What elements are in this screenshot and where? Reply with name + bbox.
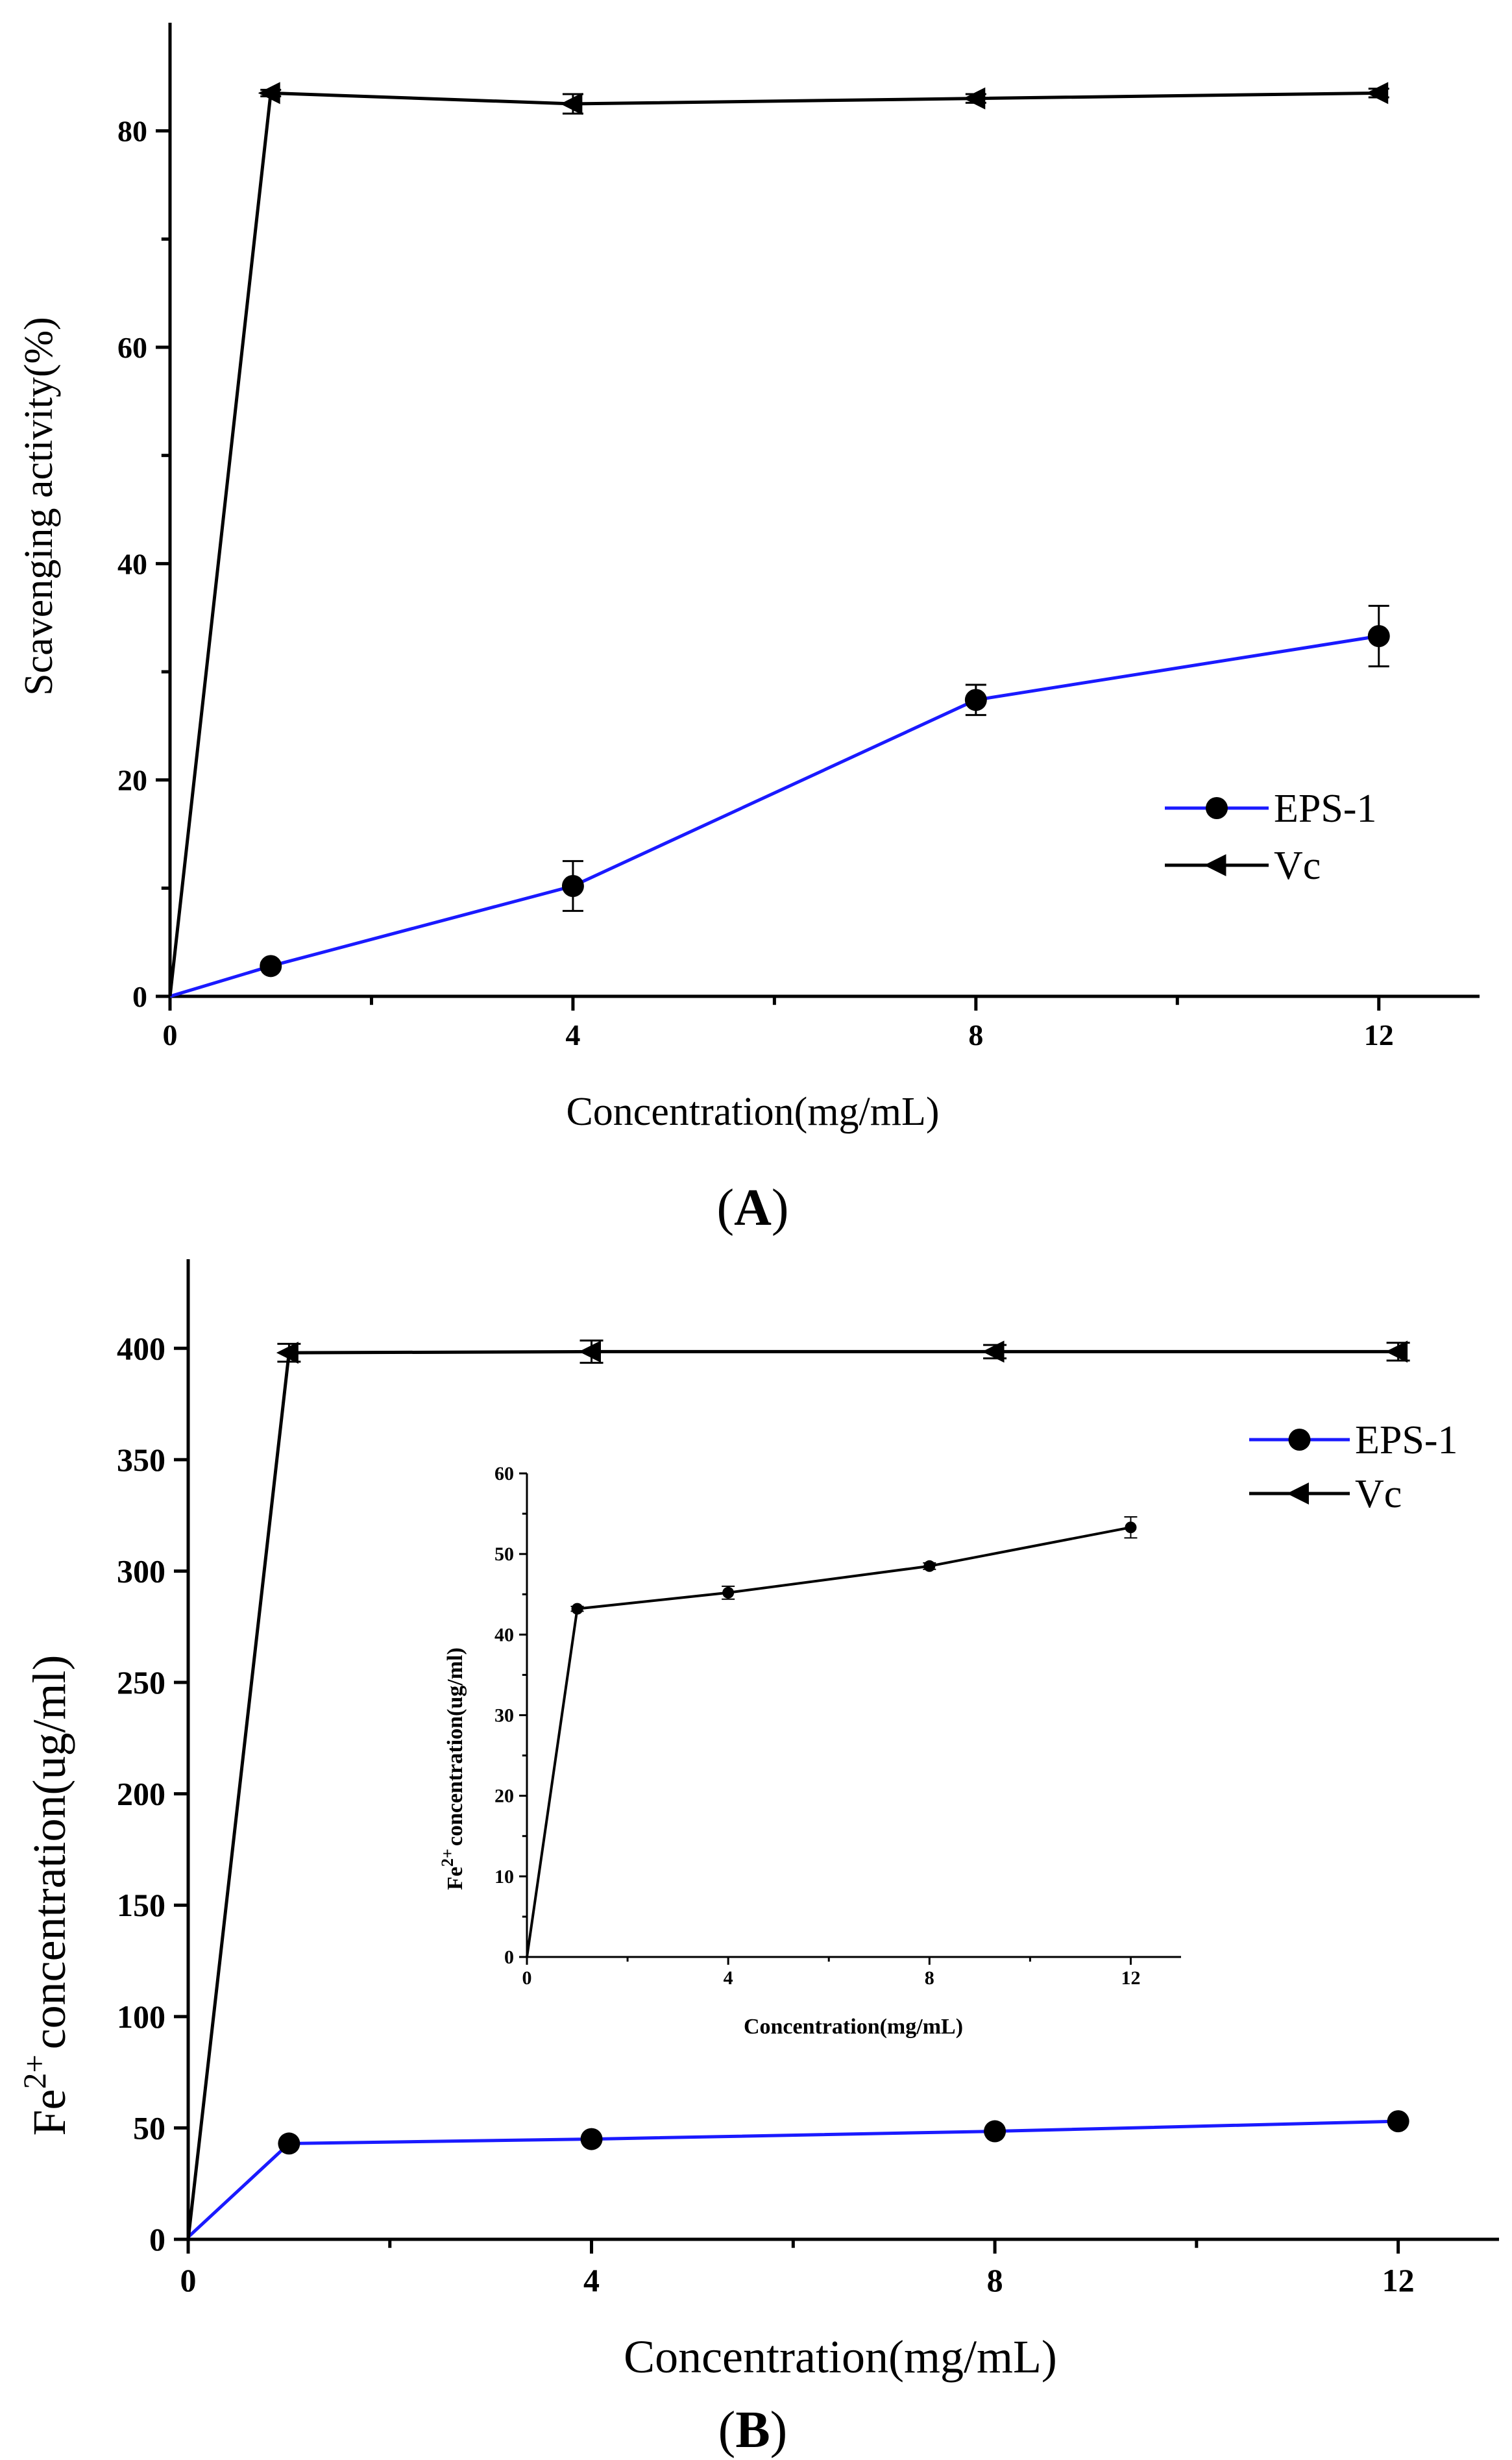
chart-b-y-tick-label: 150: [117, 1887, 165, 1923]
inset-xlabel: Concentration(mg/mL): [744, 2015, 963, 2039]
chart-a-vc-point: [963, 87, 986, 110]
chart-a-eps-1-point: [561, 875, 584, 897]
chart-b-y-tick-label: 300: [117, 1553, 165, 1589]
chart-b-legend-vc-label: Vc: [1355, 1472, 1402, 1516]
chart-b-y-tick-label: 350: [117, 1442, 165, 1478]
chart-a-legend-vc-marker: [1204, 854, 1226, 876]
inset-eps-1-point: [722, 1586, 735, 1599]
chart-a-y-tick-label: 80: [117, 115, 147, 148]
chart-a-ylabel: Scavenging activity(%): [17, 317, 61, 696]
chart-a-panel-letter: A: [734, 1179, 772, 1236]
chart-a-x-tick-label: 4: [565, 1018, 580, 1052]
inset-y-tick-label: 10: [494, 1866, 514, 1888]
chart-a-legend-vc-label: Vc: [1274, 844, 1321, 888]
chart-b-x-tick-label: 8: [987, 2262, 1003, 2298]
chart-b-y-tick-label: 50: [133, 2109, 165, 2146]
inset-x-tick-label: 0: [522, 1967, 532, 1989]
inset-ylabel: Fe2+ concentration(ug/ml): [438, 1647, 467, 1890]
chart-b-eps-1-point: [984, 2120, 1006, 2143]
chart-b-ylabel-rest: concentration(ug/ml): [23, 1655, 75, 2050]
chart-a-x-tick-label: 12: [1364, 1018, 1394, 1052]
inset-series-eps-1-line: [526, 1526, 1131, 1958]
chart-b-legend-eps-1-marker: [1288, 1429, 1311, 1451]
chart-b-panel-letter: B: [735, 2402, 770, 2459]
chart-a-eps-1-point: [260, 955, 282, 978]
inset-y-tick-label: 50: [494, 1544, 514, 1565]
chart-a-vc-point: [560, 93, 583, 115]
chart-a-axes: 0 4 8 12 0 20 40 60 80: [117, 23, 1480, 1052]
chart-a-y-tick-label: 60: [117, 331, 147, 364]
chart-a-vc-point: [258, 82, 280, 105]
chart-a-eps-1-point: [964, 689, 987, 711]
chart-a-legend: EPS-1 Vc: [1165, 787, 1376, 888]
inset-ylabel-base: Fe: [443, 1867, 467, 1890]
chart-a-legend-eps-1-marker: [1206, 797, 1228, 819]
chart-a-y-tick-label: 0: [132, 980, 147, 1013]
chart-a-series: [168, 82, 1390, 998]
chart-b-eps-1-point: [278, 2132, 300, 2155]
chart-a-series-vc-line: [168, 91, 1379, 997]
chart-b-xlabel: Concentration(mg/mL): [624, 2331, 1057, 2383]
chart-a-eps-1-point: [1367, 625, 1390, 647]
inset-y-tick-label: 30: [494, 1705, 514, 1727]
chart-a-xlabel: Concentration(mg/mL): [566, 1090, 939, 1134]
chart-b-vc-point: [276, 1342, 299, 1364]
chart-b-x-tick-label: 4: [583, 2262, 600, 2298]
chart-b-eps-1-point: [1387, 2110, 1409, 2133]
chart-a-vc-point: [1366, 82, 1389, 105]
inset-y-tick-label: 40: [494, 1624, 514, 1645]
chart-b-y-tick-label: 0: [149, 2221, 165, 2257]
inset-x-tick-label: 8: [925, 1967, 934, 1989]
chart-b-y-tick-label: 200: [117, 1776, 165, 1812]
chart-b-y-tick-label: 400: [117, 1330, 165, 1366]
chart-b-x-tick-label: 12: [1382, 2262, 1415, 2298]
chart-b-vc-point: [1385, 1340, 1408, 1363]
inset-axes: 0 4 8 12 0 10 20 30 40 50 60: [494, 1463, 1181, 1989]
chart-a-y-tick-label: 40: [117, 547, 147, 580]
chart-b-vc-point: [982, 1340, 1005, 1363]
chart-b-legend-eps-1-label: EPS-1: [1355, 1418, 1457, 1462]
chart-b-series-eps-1-line: [187, 2119, 1398, 2239]
chart-b-panel-label: (B): [718, 2402, 788, 2459]
chart-a-y-tick-label: 20: [117, 764, 147, 797]
chart-a-x-tick-label: 0: [163, 1018, 178, 1052]
inset-ylabel-sup: 2+: [438, 1849, 457, 1867]
chart-b-series-vc-line: [186, 1349, 1398, 2240]
inset-series: [526, 1516, 1138, 1958]
chart-a-panel-label: (A): [716, 1179, 788, 1236]
inset-y-tick-label: 60: [494, 1463, 514, 1484]
chart-b-eps-1-point: [580, 2128, 603, 2150]
chart-a: 0 4 8 12 0 20 40 60 80 EPS-1 Vc Concentration(mg/…: [17, 23, 1480, 1236]
chart-a-series-eps-1-line: [169, 634, 1380, 998]
chart-b-y-tick-label: 100: [117, 1999, 165, 2035]
inset-x-tick-label: 4: [724, 1967, 733, 1989]
inset-y-tick-label: 0: [504, 1947, 514, 1968]
inset-eps-1-point: [571, 1603, 583, 1615]
inset-x-tick-label: 12: [1121, 1967, 1140, 1989]
chart-b-legend-vc-marker: [1286, 1482, 1309, 1505]
chart-b-ylabel-sup: 2+: [16, 2054, 53, 2089]
chart-b-y-tick-label: 250: [117, 1664, 165, 1701]
chart-b-ylabel: Fe2+ concentration(ug/ml): [16, 1655, 75, 2136]
inset-ylabel-rest: concentration(ug/ml): [443, 1647, 467, 1846]
chart-b-series: [186, 1339, 1410, 2240]
chart-a-legend-eps-1-label: EPS-1: [1274, 787, 1376, 831]
chart-a-x-tick-label: 8: [968, 1018, 983, 1052]
inset-eps-1-point: [1125, 1521, 1137, 1534]
inset-eps-1-point: [923, 1560, 936, 1572]
chart-b-x-tick-label: 0: [180, 2262, 197, 2298]
inset-y-tick-label: 20: [494, 1786, 514, 1807]
chart-b-legend: EPS-1 Vc: [1249, 1418, 1457, 1516]
chart-b-vc-point: [578, 1340, 601, 1363]
chart-b-ylabel-base: Fe: [23, 2089, 75, 2135]
